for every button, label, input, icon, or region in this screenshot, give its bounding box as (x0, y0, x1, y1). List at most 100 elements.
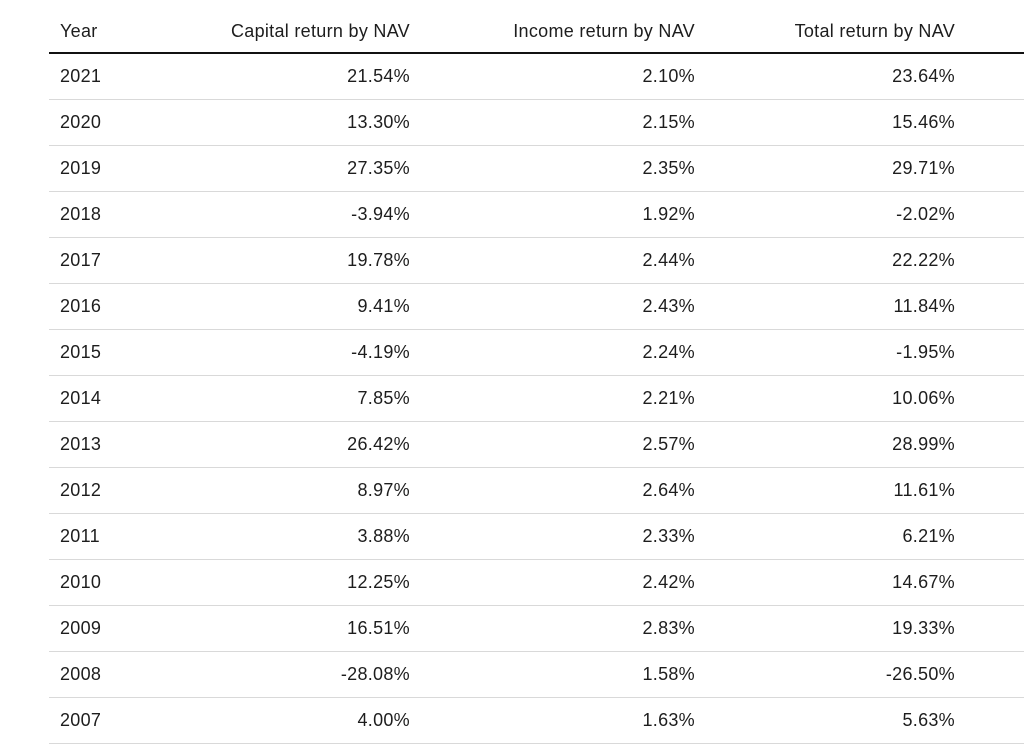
total-return-cell: -1.95% (695, 329, 955, 376)
table-row: 2014 7.85% 2.21% 10.06% (49, 375, 1024, 422)
capital-return-cell: -3.94% (149, 191, 410, 238)
nav-returns-table: Year Capital return by NAV Income return… (49, 0, 1024, 744)
income-return-cell: 1.58% (410, 651, 695, 698)
income-return-cell: 2.57% (410, 421, 695, 468)
table-row: 2019 27.35% 2.35% 29.71% (49, 145, 1024, 192)
year-cell: 2008 (49, 651, 149, 698)
income-return-cell: 2.33% (410, 513, 695, 560)
income-return-cell: 2.42% (410, 559, 695, 606)
income-return-cell: 2.43% (410, 283, 695, 330)
row-spacer (955, 697, 1024, 744)
capital-return-cell: 27.35% (149, 145, 410, 192)
total-return-cell: 19.33% (695, 605, 955, 652)
table-row: 2008 -28.08% 1.58% -26.50% (49, 651, 1024, 698)
row-spacer (955, 513, 1024, 560)
row-spacer (955, 559, 1024, 606)
capital-return-cell: 16.51% (149, 605, 410, 652)
header-total-return: Total return by NAV (695, 0, 955, 54)
table-row: 2012 8.97% 2.64% 11.61% (49, 467, 1024, 514)
year-cell: 2020 (49, 99, 149, 146)
row-spacer (955, 467, 1024, 514)
income-return-cell: 2.24% (410, 329, 695, 376)
row-spacer (955, 191, 1024, 238)
table-body: 2021 21.54% 2.10% 23.64% 2020 13.30% 2.15% 15.4… (49, 53, 1024, 744)
total-return-cell: 10.06% (695, 375, 955, 422)
year-cell: 2019 (49, 145, 149, 192)
capital-return-cell: 4.00% (149, 697, 410, 744)
total-return-cell: 11.61% (695, 467, 955, 514)
total-return-cell: 11.84% (695, 283, 955, 330)
row-spacer (955, 283, 1024, 330)
table-row: 2013 26.42% 2.57% 28.99% (49, 421, 1024, 468)
header-row: Year Capital return by NAV Income return… (49, 0, 1024, 54)
capital-return-cell: 21.54% (149, 53, 410, 100)
capital-return-cell: -4.19% (149, 329, 410, 376)
header-spacer (955, 0, 1024, 54)
total-return-cell: 5.63% (695, 697, 955, 744)
income-return-cell: 2.10% (410, 53, 695, 100)
row-spacer (955, 605, 1024, 652)
year-cell: 2015 (49, 329, 149, 376)
row-spacer (955, 651, 1024, 698)
capital-return-cell: 13.30% (149, 99, 410, 146)
table-row: 2016 9.41% 2.43% 11.84% (49, 283, 1024, 330)
year-cell: 2017 (49, 237, 149, 284)
income-return-cell: 1.63% (410, 697, 695, 744)
table-row: 2007 4.00% 1.63% 5.63% (49, 697, 1024, 744)
capital-return-cell: 8.97% (149, 467, 410, 514)
capital-return-cell: 3.88% (149, 513, 410, 560)
total-return-cell: 6.21% (695, 513, 955, 560)
year-cell: 2016 (49, 283, 149, 330)
year-cell: 2011 (49, 513, 149, 560)
table-row: 2021 21.54% 2.10% 23.64% (49, 53, 1024, 100)
header-year: Year (49, 0, 149, 54)
table-row: 2009 16.51% 2.83% 19.33% (49, 605, 1024, 652)
income-return-cell: 2.64% (410, 467, 695, 514)
year-cell: 2014 (49, 375, 149, 422)
total-return-cell: 28.99% (695, 421, 955, 468)
capital-return-cell: 26.42% (149, 421, 410, 468)
income-return-cell: 2.21% (410, 375, 695, 422)
row-spacer (955, 375, 1024, 422)
year-cell: 2018 (49, 191, 149, 238)
table-header: Year Capital return by NAV Income return… (49, 0, 1024, 54)
capital-return-cell: 9.41% (149, 283, 410, 330)
total-return-cell: 14.67% (695, 559, 955, 606)
capital-return-cell: 12.25% (149, 559, 410, 606)
income-return-cell: 2.44% (410, 237, 695, 284)
year-cell: 2021 (49, 53, 149, 100)
total-return-cell: 23.64% (695, 53, 955, 100)
table-row: 2011 3.88% 2.33% 6.21% (49, 513, 1024, 560)
table-row: 2020 13.30% 2.15% 15.46% (49, 99, 1024, 146)
table-row: 2017 19.78% 2.44% 22.22% (49, 237, 1024, 284)
income-return-cell: 2.83% (410, 605, 695, 652)
total-return-cell: -2.02% (695, 191, 955, 238)
row-spacer (955, 99, 1024, 146)
year-cell: 2009 (49, 605, 149, 652)
row-spacer (955, 53, 1024, 100)
year-cell: 2007 (49, 697, 149, 744)
year-cell: 2010 (49, 559, 149, 606)
row-spacer (955, 145, 1024, 192)
year-cell: 2012 (49, 467, 149, 514)
row-spacer (955, 421, 1024, 468)
capital-return-cell: 7.85% (149, 375, 410, 422)
row-spacer (955, 237, 1024, 284)
capital-return-cell: -28.08% (149, 651, 410, 698)
returns-table-container: Year Capital return by NAV Income return… (49, 0, 1024, 744)
header-capital-return: Capital return by NAV (149, 0, 410, 54)
capital-return-cell: 19.78% (149, 237, 410, 284)
header-income-return: Income return by NAV (410, 0, 695, 54)
income-return-cell: 1.92% (410, 191, 695, 238)
row-spacer (955, 329, 1024, 376)
total-return-cell: 29.71% (695, 145, 955, 192)
income-return-cell: 2.35% (410, 145, 695, 192)
total-return-cell: -26.50% (695, 651, 955, 698)
year-cell: 2013 (49, 421, 149, 468)
table-row: 2010 12.25% 2.42% 14.67% (49, 559, 1024, 606)
total-return-cell: 15.46% (695, 99, 955, 146)
income-return-cell: 2.15% (410, 99, 695, 146)
total-return-cell: 22.22% (695, 237, 955, 284)
table-row: 2015 -4.19% 2.24% -1.95% (49, 329, 1024, 376)
table-row: 2018 -3.94% 1.92% -2.02% (49, 191, 1024, 238)
